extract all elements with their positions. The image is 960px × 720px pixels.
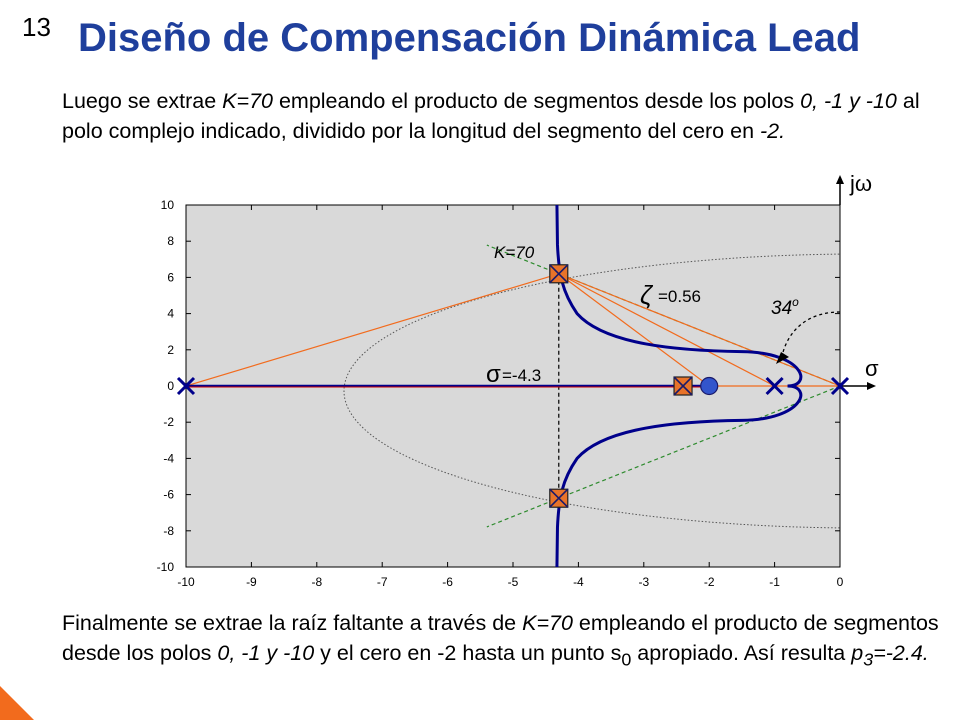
segment-line bbox=[558, 273, 775, 387]
poles-list: 0, -1 y -10 bbox=[800, 89, 897, 113]
root-locus-branches bbox=[555, 205, 803, 567]
real-axis-label: σ bbox=[865, 356, 879, 381]
closed-loop-pole-cross bbox=[673, 376, 693, 396]
y-tick-label: -10 bbox=[157, 560, 175, 574]
text: al polo complejo indicado, dividido por … bbox=[62, 89, 920, 143]
imag-axis-label: jω bbox=[849, 171, 872, 196]
slide-title: Diseño de Compensación Dinámica Lead bbox=[78, 16, 861, 60]
k-value: K=70 bbox=[222, 89, 273, 113]
text: Luego se extrae bbox=[62, 89, 223, 113]
y-tick-label: 6 bbox=[167, 270, 174, 284]
x-tick-label: -10 bbox=[177, 575, 195, 589]
x-tick-label: -3 bbox=[638, 575, 649, 589]
damping-line bbox=[486, 385, 840, 528]
x-tick-label: -6 bbox=[442, 575, 453, 589]
angle-arrow bbox=[776, 311, 841, 364]
poles-list: 0, -1 y -10 bbox=[217, 641, 315, 665]
x-tick-label: -8 bbox=[311, 575, 322, 589]
segment-line bbox=[558, 273, 840, 387]
root-locus-upper-branch bbox=[555, 205, 803, 388]
y-tick-label: -8 bbox=[163, 524, 174, 538]
y-tick-label: 0 bbox=[167, 379, 174, 393]
slide-number: 13 bbox=[22, 12, 51, 42]
segment-line bbox=[186, 273, 559, 387]
plot-content bbox=[186, 205, 840, 567]
subscript: 0 bbox=[621, 649, 632, 670]
y-tick-label: 8 bbox=[167, 234, 174, 248]
text: empleando el producto de segmentos desde… bbox=[62, 611, 939, 665]
x-tick-label: -2 bbox=[704, 575, 715, 589]
axis-ticks bbox=[185, 204, 841, 568]
y-tick-label: -6 bbox=[163, 488, 174, 502]
text: y el cero en -2 hasta un punto s bbox=[314, 641, 622, 665]
root-locus-lower-branch bbox=[555, 384, 803, 567]
text: Finalmente se extrae la raíz faltante a … bbox=[62, 611, 523, 635]
x-tick-label: 0 bbox=[837, 575, 844, 589]
x-tick-label: -4 bbox=[573, 575, 584, 589]
conclusion-paragraph: Finalmente se extrae la raíz faltante a … bbox=[62, 608, 942, 674]
y-tick-label: 4 bbox=[167, 307, 174, 321]
y-tick-label: 2 bbox=[167, 343, 174, 357]
open-loop-pole-marker bbox=[176, 376, 196, 396]
pole-zero-markers bbox=[176, 264, 850, 508]
zero-marker bbox=[700, 376, 719, 396]
zeta-symbol: ζ bbox=[640, 280, 654, 310]
real-axis bbox=[186, 175, 876, 390]
closed-loop-pole-cross bbox=[549, 488, 569, 508]
k-value: K=70 bbox=[522, 611, 573, 635]
corner-decoration bbox=[0, 686, 34, 720]
sigma-symbol: σ bbox=[486, 361, 501, 388]
sigma-value: =-4.3 bbox=[502, 366, 541, 385]
closed-loop-pole-cross bbox=[549, 264, 569, 284]
open-loop-pole-marker bbox=[830, 376, 850, 396]
x-tick-label: -1 bbox=[769, 575, 780, 589]
text: empleando el producto de segmentos desde… bbox=[272, 89, 801, 113]
k-label: K=70 bbox=[494, 243, 535, 262]
jw-arrow bbox=[836, 175, 844, 184]
x-tick-label: -7 bbox=[377, 575, 388, 589]
x-tick-label: -9 bbox=[246, 575, 257, 589]
intro-paragraph: Luego se extrae K=70 empleando el produc… bbox=[62, 86, 922, 146]
sigma-arrow bbox=[867, 382, 876, 390]
y-tick-label: -2 bbox=[163, 415, 174, 429]
constant-frequency-ellipse bbox=[343, 253, 840, 529]
y-tick-label: -4 bbox=[163, 451, 174, 465]
text: apropiado. Así resulta bbox=[631, 641, 852, 665]
y-tick-label: 10 bbox=[161, 198, 175, 212]
zero-value: -2. bbox=[760, 119, 786, 143]
segment-line bbox=[558, 273, 710, 387]
open-loop-pole-marker bbox=[765, 376, 784, 396]
x-tick-label: -5 bbox=[508, 575, 519, 589]
zeta-value: =0.56 bbox=[658, 287, 701, 306]
p3-symbol: p3=-2.4. bbox=[851, 641, 929, 670]
angle-label: 34o bbox=[771, 295, 799, 319]
